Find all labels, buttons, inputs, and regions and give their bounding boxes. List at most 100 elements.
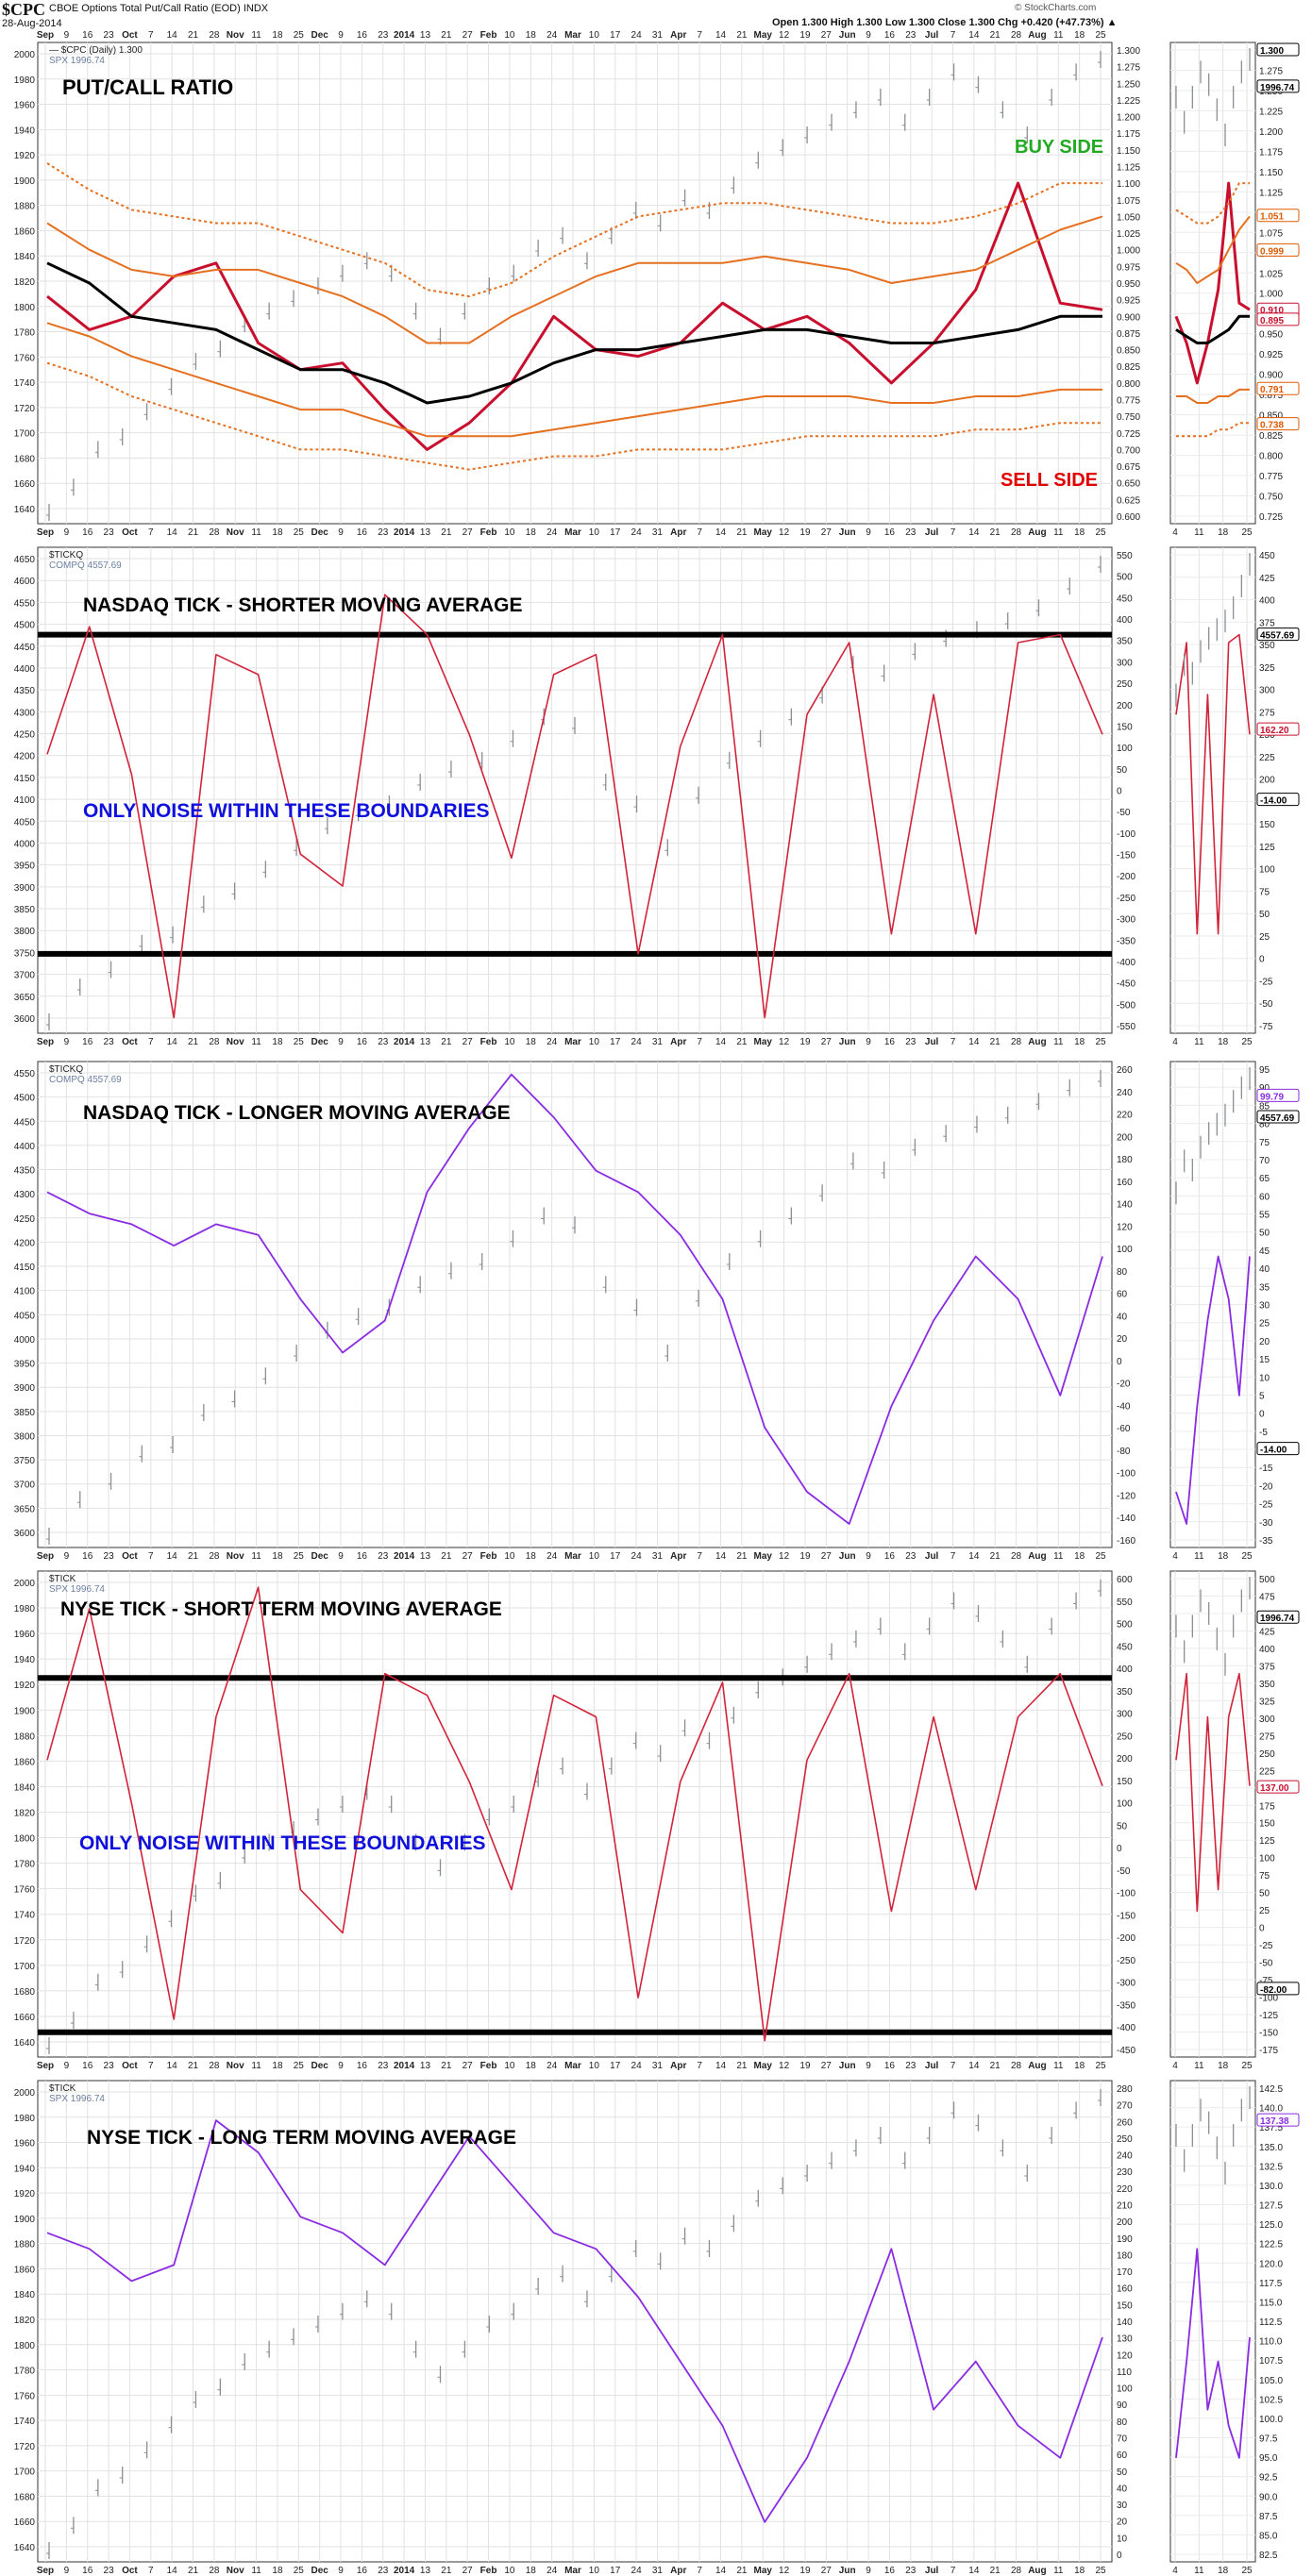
x-tick-label: 14 (968, 2566, 980, 2576)
y-right-tick-label: 50 (1117, 1821, 1128, 1832)
x-tick-label: 27 (463, 2566, 474, 2576)
x-tick-label: 19 (799, 1037, 811, 1047)
x-tick-label: 16 (357, 2061, 368, 2071)
x-tick-label: Oct (122, 2566, 138, 2576)
y-left-tick-label: 1940 (14, 125, 36, 136)
side-y-tick-label: -125 (1259, 2011, 1278, 2021)
side-y-tick-label: 40 (1259, 1264, 1270, 1275)
x-tick-label: Nov (227, 527, 244, 538)
y-left-tick-label: 4400 (14, 664, 36, 675)
x-tick-label: 25 (294, 2566, 305, 2576)
y-right-tick-label: -450 (1117, 979, 1135, 990)
x-tick-label: Sep (37, 2566, 54, 2576)
y-left-tick-label: 1900 (14, 2215, 36, 2225)
x-tick-label-top: 24 (631, 30, 643, 41)
side-y-tick-label: 1.075 (1259, 228, 1283, 239)
side-y-tick-label: 375 (1259, 618, 1275, 628)
side-y-tick-label: 0.875 (1259, 391, 1283, 401)
x-tick-label: Oct (122, 1037, 138, 1047)
y-right-tick-label: 0.875 (1117, 329, 1140, 340)
x-tick-label: Jun (839, 1037, 856, 1047)
y-right-tick-label: -350 (1117, 936, 1135, 946)
side-y-tick-label: 50 (1259, 910, 1270, 920)
panel-frame-3 (37, 1570, 1113, 2058)
y-right-tick-label: 0 (1117, 787, 1122, 797)
x-tick-label: 16 (884, 1037, 896, 1047)
x-tick-label: 21 (188, 1551, 199, 1562)
x-tick-label: 14 (715, 1551, 727, 1562)
x-tick-label: 25 (1095, 2566, 1106, 2576)
side-value-label: 162.20 (1260, 726, 1289, 736)
side-y-tick-label: 475 (1259, 1592, 1275, 1602)
y-right-tick-label: 0.725 (1117, 429, 1140, 440)
y-left-tick-label: 1880 (14, 1731, 36, 1742)
side-y-tick-label: 132.5 (1259, 2162, 1283, 2172)
side-value-label: 1996.74 (1260, 83, 1295, 93)
x-tick-label: 23 (104, 1551, 115, 1562)
side-y-tick-label: 95.0 (1259, 2453, 1278, 2464)
y-left-tick-label: 4150 (14, 774, 36, 784)
legend-entry: SPX 1996.74 (49, 2094, 105, 2104)
y-right-tick-label: -50 (1117, 1866, 1131, 1877)
chart-annotation: NYSE TICK - LONG TERM MOVING AVERAGE (87, 2127, 516, 2149)
side-series-line-upper-band (1175, 215, 1251, 284)
y-right-tick-label: 170 (1117, 2267, 1133, 2278)
side-y-tick-label: 65 (1259, 1174, 1270, 1184)
side-y-tick-label: 90.0 (1259, 2492, 1278, 2502)
y-left-tick-label: 1740 (14, 2417, 36, 2427)
y-right-tick-label: 1.025 (1117, 229, 1140, 240)
x-tick-label: Apr (670, 1551, 686, 1562)
x-tick-label: 23 (378, 527, 389, 538)
y-right-tick-label: 1.200 (1117, 113, 1140, 124)
side-y-tick-label: 250 (1259, 1749, 1275, 1760)
side-value-label: 0.999 (1260, 246, 1284, 257)
side-value-label: -14.00 (1260, 796, 1287, 807)
y-left-tick-label: 1800 (14, 1834, 36, 1845)
y-right-tick-label: 200 (1117, 1132, 1133, 1143)
x-tick-label: 2014 (394, 2566, 415, 2576)
x-tick-label: 12 (779, 1037, 790, 1047)
x-tick-label: 28 (1011, 527, 1022, 538)
x-tick-label-top: 21 (736, 30, 748, 41)
x-tick-label: 24 (547, 1037, 558, 1047)
side-panel-frame-0 (1169, 42, 1256, 525)
side-y-tick-label: 150 (1259, 1819, 1275, 1830)
x-tick-label-top: 11 (1053, 30, 1064, 41)
side-panel-frame-1 (1169, 546, 1256, 1034)
side-value-box (1256, 312, 1300, 326)
y-left-tick-label: 1740 (14, 378, 36, 389)
side-y-tick-label: 0.750 (1259, 493, 1283, 503)
x-tick-label: 27 (463, 1551, 474, 1562)
y-left-tick-label: 1720 (14, 1936, 36, 1947)
y-left-tick-label: 1840 (14, 1782, 36, 1793)
y-right-tick-label: 1.275 (1117, 63, 1140, 74)
x-tick-label: 10 (504, 2061, 515, 2071)
y-right-tick-label: 1.300 (1117, 46, 1140, 57)
y-right-tick-label: 600 (1117, 1575, 1133, 1585)
y-left-tick-label: 1920 (14, 151, 36, 161)
side-x-tick-label: 18 (1218, 1037, 1229, 1047)
x-tick-label-top: 18 (272, 30, 283, 41)
series-line-lower-band (46, 322, 1102, 438)
side-x-tick-label: 4 (1172, 1551, 1178, 1562)
x-tick-label: Jul (925, 1037, 939, 1047)
x-tick-label-top: 14 (968, 30, 980, 41)
y-right-tick-label: 20 (1117, 1334, 1128, 1345)
side-value-label: -14.00 (1260, 1446, 1287, 1456)
legend-entry: $TICK (49, 1574, 76, 1584)
side-value-label: -82.00 (1260, 1985, 1287, 1996)
y-right-tick-label: -300 (1117, 915, 1135, 926)
x-tick-label: 23 (378, 1037, 389, 1047)
y-left-tick-label: 4400 (14, 1142, 36, 1152)
y-left-tick-label: 1660 (14, 2517, 36, 2528)
x-tick-label: 18 (1074, 527, 1085, 538)
x-tick-label: 2014 (394, 1551, 415, 1562)
legend-entry: $TICK (49, 2083, 76, 2094)
x-tick-label: 10 (504, 1037, 515, 1047)
series-line-upper-band (46, 215, 1103, 344)
side-x-tick-label: 18 (1218, 527, 1229, 538)
x-tick-label: 11 (251, 2061, 261, 2071)
side-y-tick-label: 80 (1259, 1120, 1270, 1130)
y-left-tick-label: 3650 (14, 993, 36, 1003)
series-line-tick-long (46, 2119, 1103, 2523)
